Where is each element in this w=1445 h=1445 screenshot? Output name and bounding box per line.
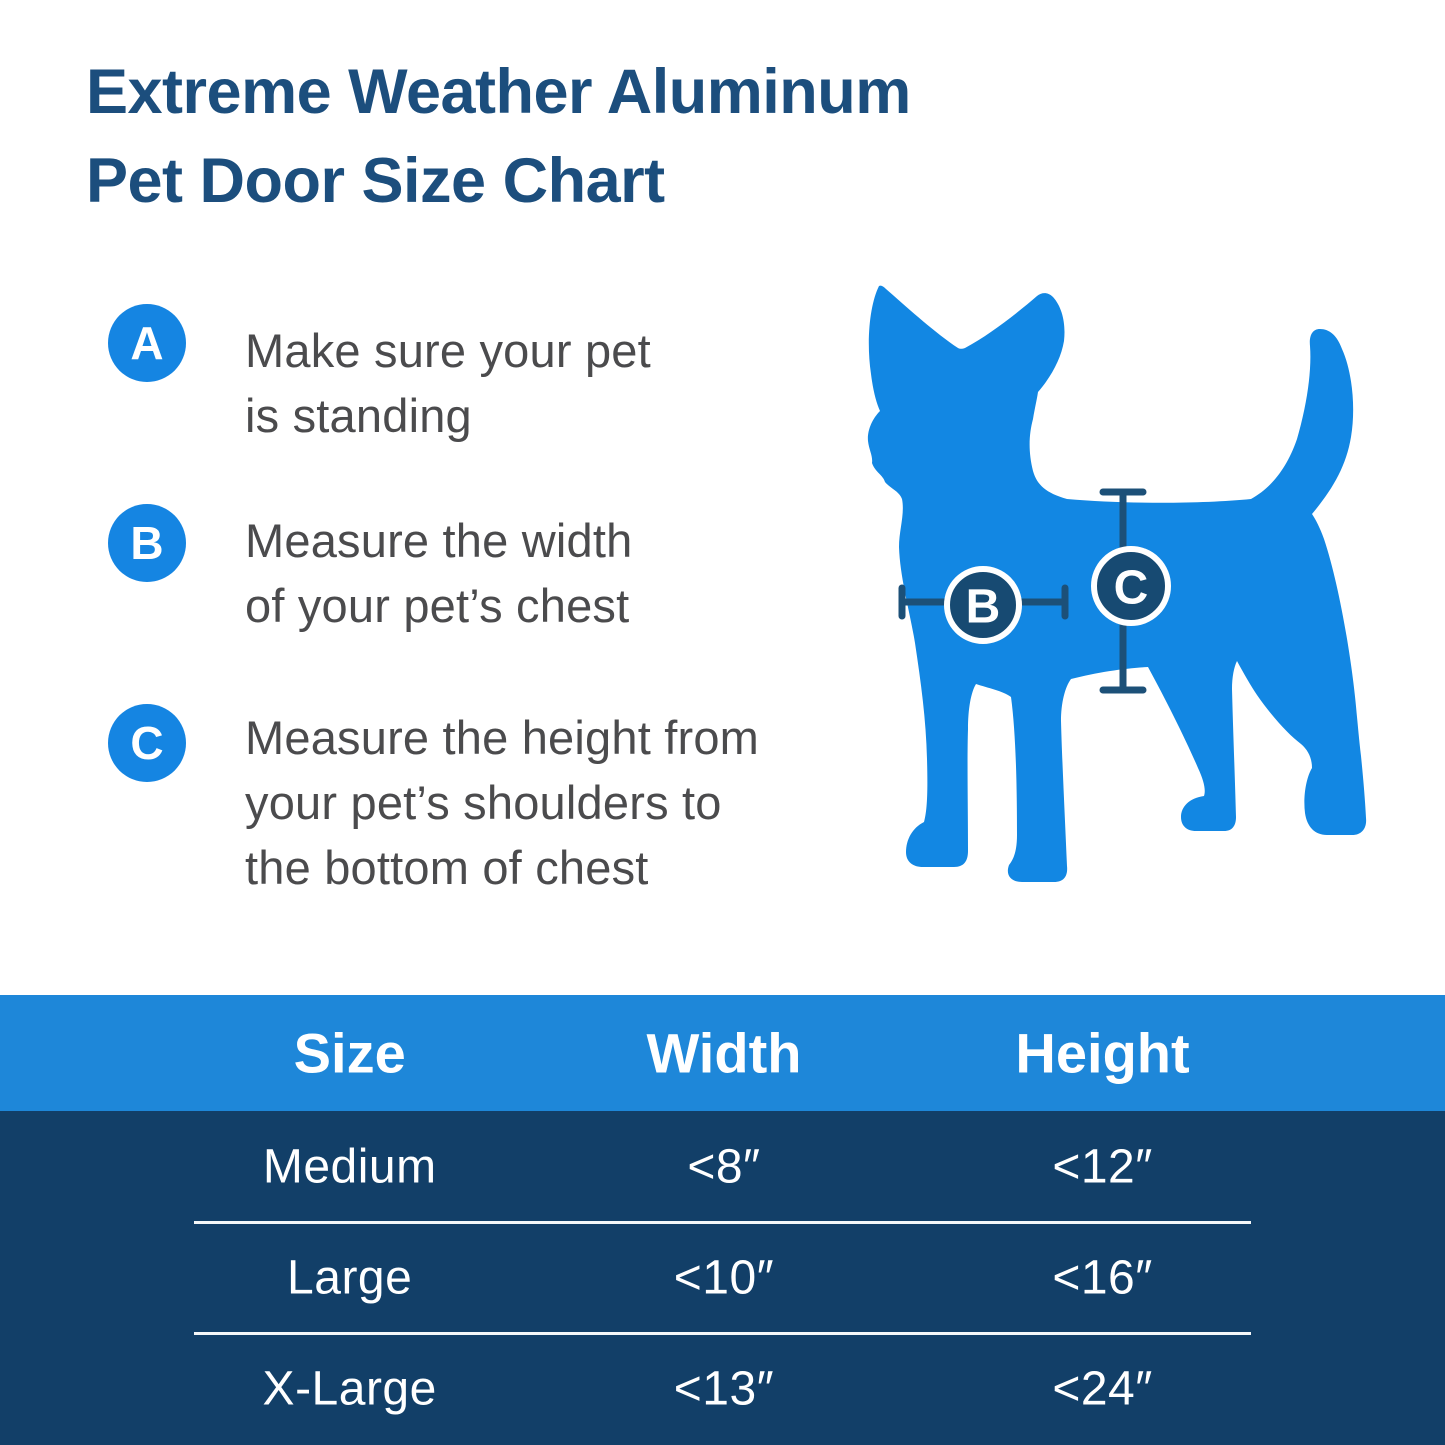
- table-row-medium: Medium <8″ <12″: [0, 1111, 1445, 1222]
- page-title: Extreme Weather Aluminum Pet Door Size C…: [86, 48, 911, 226]
- step-c-line: Measure the height from: [245, 711, 760, 764]
- step-a-badge: A: [108, 304, 186, 382]
- step-b-text: Measure the width of your pet’s chest: [245, 508, 632, 638]
- cell-width: <8″: [687, 1140, 761, 1193]
- step-c-badge-letter: C: [130, 717, 164, 769]
- cell-size: X-Large: [262, 1362, 437, 1415]
- row-divider: [193, 1332, 1252, 1335]
- page-title-line1: Extreme Weather Aluminum: [86, 57, 911, 127]
- step-b-badge-letter: B: [130, 517, 164, 569]
- table-row-large: Large <10″ <16″: [0, 1222, 1445, 1333]
- marker-c-circle: [1091, 546, 1171, 626]
- step-b-line: Measure the width: [245, 514, 633, 567]
- size-table-header-height: Height: [1015, 1021, 1190, 1085]
- size-table-header-width: Width: [646, 1021, 802, 1085]
- marker-b-label: B: [966, 581, 1001, 634]
- table-row-x-large: X-Large <13″ <24″: [0, 1333, 1445, 1444]
- step-a-text: Make sure your pet is standing: [245, 318, 651, 448]
- row-divider: [193, 1221, 1252, 1224]
- page-title-line2: Pet Door Size Chart: [86, 146, 665, 216]
- step-c-line: your pet’s shoulders to: [245, 776, 722, 829]
- dog-measurement-diagram: B C: [855, 278, 1415, 908]
- marker-b-circle: [944, 566, 1022, 644]
- cell-height: <24″: [1052, 1362, 1153, 1415]
- step-c-line: the bottom of chest: [245, 841, 649, 894]
- cell-height: <16″: [1052, 1251, 1153, 1304]
- cell-width: <10″: [673, 1251, 775, 1304]
- step-a-badge-letter: A: [130, 317, 164, 369]
- size-table-header-size: Size: [293, 1021, 406, 1085]
- step-a-line: Make sure your pet: [245, 324, 651, 377]
- cell-width: <13″: [673, 1362, 775, 1415]
- cell-size: Large: [287, 1251, 413, 1304]
- step-a-line: is standing: [245, 389, 472, 442]
- chihuahua-dog-silhouette-icon: B C: [867, 285, 1367, 882]
- step-c-badge: C: [108, 704, 186, 782]
- size-table-header-row: Size Width Height: [0, 995, 1445, 1111]
- marker-c-label: C: [1114, 562, 1149, 615]
- step-c-text: Measure the height from your pet’s shoul…: [245, 705, 759, 900]
- cell-height: <12″: [1052, 1140, 1153, 1193]
- size-table-body: Medium <8″ <12″ Large <10″ <16″ X-Large …: [0, 1111, 1445, 1445]
- step-b-line: of your pet’s chest: [245, 579, 630, 632]
- step-b-badge: B: [108, 504, 186, 582]
- cell-size: Medium: [262, 1140, 437, 1193]
